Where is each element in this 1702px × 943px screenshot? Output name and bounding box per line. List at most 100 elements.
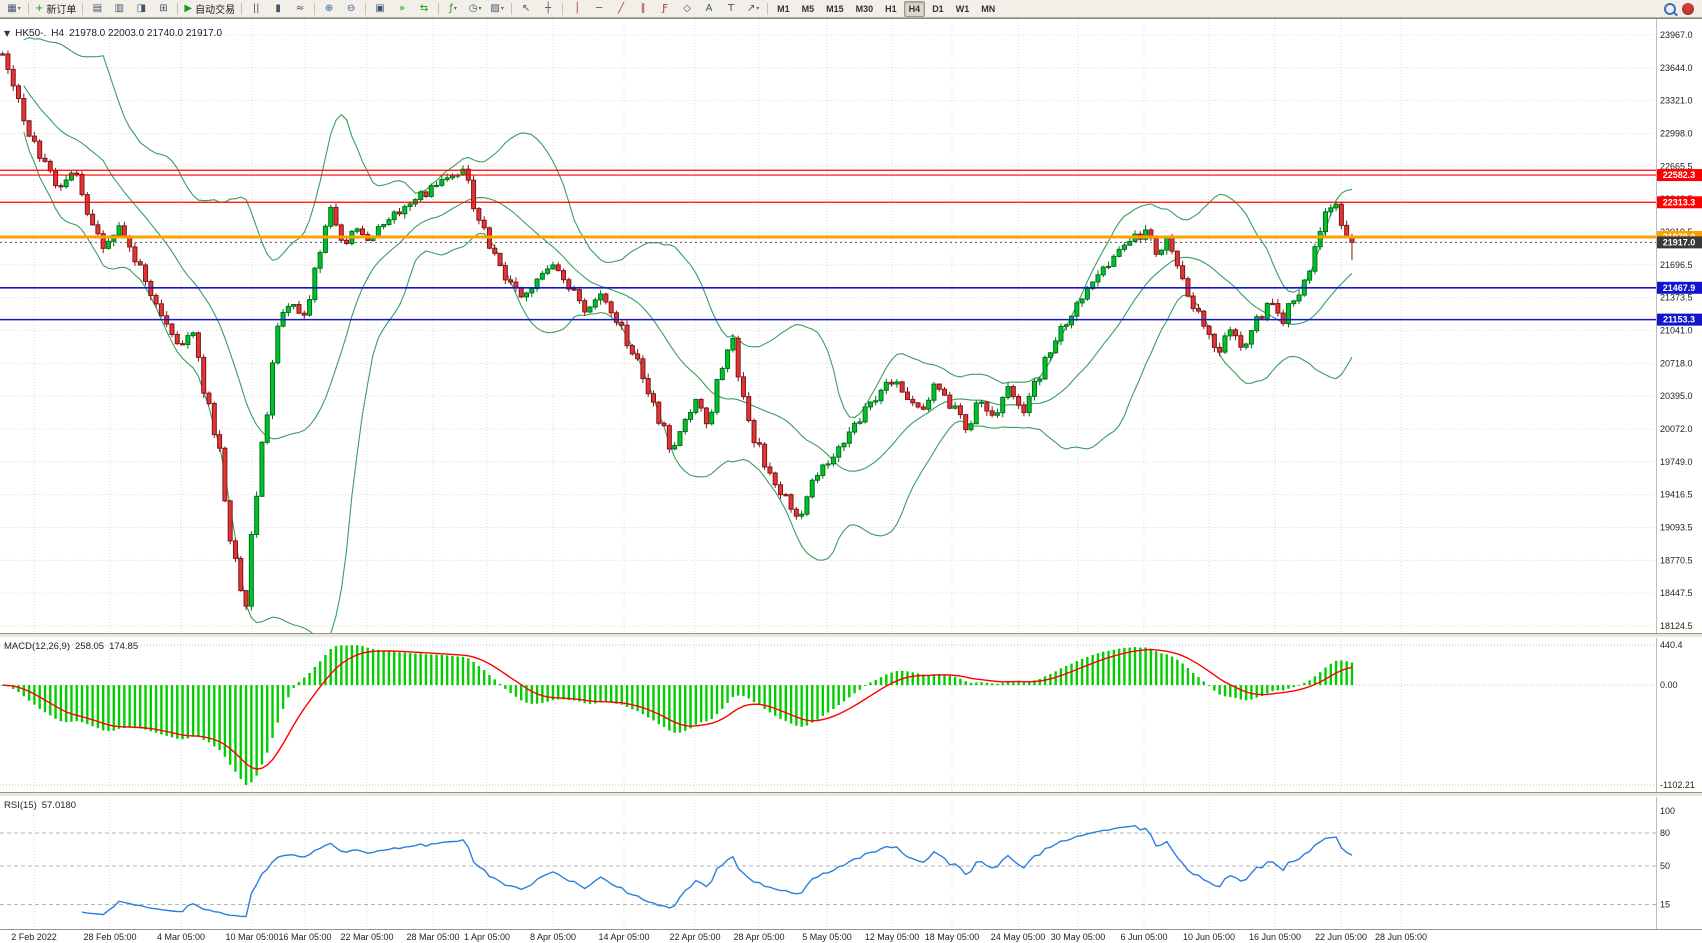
toolbar-separator xyxy=(767,2,769,15)
autotrading-button[interactable]: ▶ 自动交易 xyxy=(181,0,238,17)
toolbar-group: || ▮ ≈ xyxy=(245,0,311,17)
toolbar-separator xyxy=(438,2,440,15)
horizontal-line-button[interactable]: ─ xyxy=(588,0,610,17)
time-axis-label: 18 May 05:00 xyxy=(924,932,980,942)
new-order-button[interactable]: + 新订单 xyxy=(32,0,79,17)
timeframe-m30-button[interactable]: M30 xyxy=(855,3,874,14)
zoom-in-button[interactable]: ⊕ xyxy=(318,0,340,17)
one-click-trading-icon[interactable]: ▼ xyxy=(4,29,11,38)
line-chart-button[interactable]: ≈ xyxy=(289,0,311,17)
text-icon: A xyxy=(705,2,713,14)
toolbar-group: ⊕ ⊖ xyxy=(318,0,362,17)
svg-text:18770.5: 18770.5 xyxy=(1660,555,1693,565)
timeframe-h4-button[interactable]: H4 xyxy=(903,0,926,17)
text-button[interactable]: A xyxy=(698,0,720,17)
svg-text:23321.0: 23321.0 xyxy=(1660,96,1693,106)
macd-panel: 440.4 0.00 -1102.21 MACD(12,26,9) 258.05 1… xyxy=(0,638,1702,792)
toolbar-group: ↖ ┼ xyxy=(515,0,559,17)
market-watch-button[interactable]: ▤ xyxy=(86,0,108,17)
new-order-label: 新订单 xyxy=(46,5,77,16)
shapes-button[interactable]: ◇ xyxy=(676,0,698,17)
timeframe-h1-button[interactable]: H1 xyxy=(885,3,897,14)
toolbar-separator xyxy=(314,2,316,15)
fibonacci-button[interactable]: Ƒ xyxy=(654,0,676,17)
cursor-button[interactable]: ↖ xyxy=(515,0,537,17)
text-label-icon: T xyxy=(728,2,735,14)
bar-chart-button[interactable]: || xyxy=(245,0,267,17)
symbol-label: HK50-. xyxy=(15,28,47,39)
svg-text:23967.0: 23967.0 xyxy=(1660,30,1693,40)
time-axis-label: 2 Feb 2022 xyxy=(11,932,57,942)
timeframe-mn-button[interactable]: MN xyxy=(981,3,996,14)
macd-main-value: 258.05 xyxy=(75,641,105,652)
toolbar-separator xyxy=(241,2,243,15)
text-label-button[interactable]: T xyxy=(720,0,742,17)
svg-text:50: 50 xyxy=(1660,861,1670,871)
timeframe-w1-button[interactable]: W1 xyxy=(955,3,970,14)
svg-text:-1102.21: -1102.21 xyxy=(1660,780,1695,790)
templates-button[interactable]: ▨ ▾ xyxy=(486,0,508,17)
chart-shift-button[interactable]: ⇆ xyxy=(413,0,435,17)
timeframe-m15-button[interactable]: M15 xyxy=(826,3,844,14)
svg-text:22582.3: 22582.3 xyxy=(1663,170,1696,180)
vertical-line-button[interactable]: │ xyxy=(566,0,588,17)
toolbar-separator xyxy=(177,2,179,15)
main-toolbar: ▦ ▾ + 新订单 ▤ ▥ ◨ ⊞ ▶ 自动交易 || ▮ ≈ ⊕ ⊖ ▣» ⇆ ƒ ▾ ◷ ▾ ▨ ▾ ↖ ┼ │ ─ ╱ ∥ Ƒ ◇ A T… xyxy=(0,0,1702,18)
arrows-icon: ↗ xyxy=(746,2,756,14)
chart-shift-icon: ⇆ xyxy=(419,2,429,14)
toolbar-group: │ ─ ╱ ∥ Ƒ ◇ A T ↗ ▾ xyxy=(566,0,764,17)
timeframe-m1-button[interactable]: M1 xyxy=(777,3,790,14)
terminal-button[interactable]: ⊞ xyxy=(152,0,174,17)
toolbar-separator xyxy=(28,2,29,15)
macd-signal-value: 174.85 xyxy=(109,641,139,652)
trendline-button[interactable]: ╱ xyxy=(610,0,632,17)
price-chart-canvas[interactable]: 23967.023644.023321.022998.022665.522342… xyxy=(0,19,1702,633)
data-window-icon: ▥ xyxy=(114,2,125,14)
candlestick-chart-button[interactable]: ▮ xyxy=(267,0,289,17)
search-icon[interactable] xyxy=(1664,2,1676,15)
time-axis-label: 10 Jun 05:00 xyxy=(1182,932,1236,942)
macd-name: MACD(12,26,9) xyxy=(4,641,70,652)
tile-windows-button[interactable]: ▣ xyxy=(369,0,391,17)
data-window-button[interactable]: ▥ xyxy=(108,0,130,17)
ohlc-values: 21978.0 22003.0 21740.0 21917.0 xyxy=(69,28,223,39)
svg-text:21041.0: 21041.0 xyxy=(1660,326,1693,336)
auto-scroll-button[interactable]: » xyxy=(391,0,413,17)
toolbar-right-icons xyxy=(1664,2,1694,15)
svg-text:19749.0: 19749.0 xyxy=(1660,457,1693,467)
timeframe-label: H4 xyxy=(51,28,65,39)
toolbar-group: ▣ » ⇆ xyxy=(369,0,435,17)
time-axis[interactable]: 2 Feb 2022 28 Feb 05:00 4 Mar 05:00 10 Mar … xyxy=(0,929,1702,943)
toolbar-separator xyxy=(511,2,513,15)
timeframe-d1-button[interactable]: D1 xyxy=(932,3,944,14)
time-axis-label: 6 Jun 05:00 xyxy=(1120,932,1168,942)
equidistant-channel-button[interactable]: ∥ xyxy=(632,0,654,17)
time-axis-label: 10 Mar 05:00 xyxy=(225,932,279,942)
time-axis-label: 28 Apr 05:00 xyxy=(733,932,785,942)
svg-text:22313.3: 22313.3 xyxy=(1663,197,1696,207)
panel-splitter[interactable] xyxy=(0,633,1702,638)
svg-text:21373.5: 21373.5 xyxy=(1660,293,1693,303)
panel-splitter[interactable] xyxy=(0,792,1702,797)
macd-canvas[interactable]: 440.4 0.00 -1102.21 xyxy=(0,638,1702,792)
chevron-down-icon: ▾ xyxy=(756,5,760,12)
periods-button[interactable]: ◷ ▾ xyxy=(464,0,486,17)
crosshair-button[interactable]: ┼ xyxy=(537,0,559,17)
arrows-button[interactable]: ↗ ▾ xyxy=(742,0,764,17)
rsi-canvas[interactable]: 100 80 50 15 xyxy=(0,797,1702,929)
time-axis-label: 5 May 05:00 xyxy=(802,932,852,942)
svg-text:22665.5: 22665.5 xyxy=(1660,161,1693,171)
toolbar-separator xyxy=(365,2,367,15)
candlestick-chart-icon: ▮ xyxy=(275,2,281,14)
toolbar-group: ▤ ▥ ◨ ⊞ xyxy=(86,0,174,17)
timeframe-m5-button[interactable]: M5 xyxy=(801,3,815,14)
zoom-out-button[interactable]: ⊖ xyxy=(340,0,362,17)
new-chart-button[interactable]: ▦ ▾ xyxy=(3,0,25,17)
svg-text:19093.5: 19093.5 xyxy=(1660,523,1693,533)
mql5-community-icon[interactable] xyxy=(1682,2,1694,15)
indicators-button[interactable]: ƒ ▾ xyxy=(442,0,464,17)
time-axis-label: 24 May 05:00 xyxy=(990,932,1046,942)
svg-text:18447.5: 18447.5 xyxy=(1660,588,1693,598)
indicators-icon: ƒ xyxy=(449,2,453,14)
navigator-button[interactable]: ◨ xyxy=(130,0,152,17)
